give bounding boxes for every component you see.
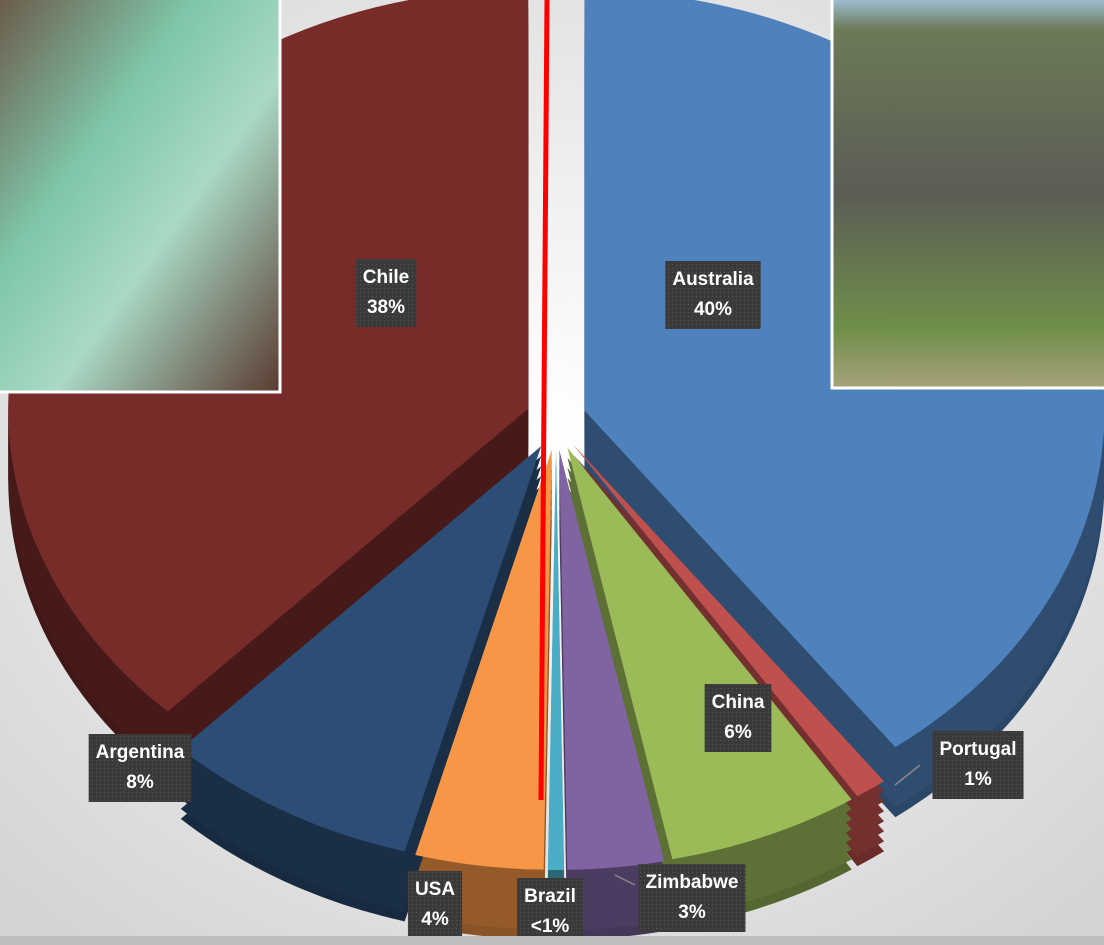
data-label: USA 4%: [407, 871, 463, 939]
label-box: [665, 261, 761, 329]
label-box: [638, 864, 746, 932]
leader-line: [894, 764, 921, 786]
slice: [180, 446, 542, 852]
label-box: [704, 684, 772, 752]
data-label: Chile 38%: [355, 259, 417, 327]
divider-line: [538, 0, 550, 801]
label-value: 8%: [126, 772, 154, 793]
label-box: [355, 259, 417, 327]
label-value: 6%: [724, 722, 752, 743]
slice: [547, 450, 565, 870]
slice: [415, 449, 552, 870]
label-value: 40%: [694, 299, 732, 320]
label-category: Australia: [672, 269, 754, 290]
slice: [559, 449, 665, 870]
label-value: 3%: [678, 902, 706, 923]
label-box: [88, 734, 192, 802]
label-value: 1%: [964, 769, 992, 790]
label-box: [517, 878, 583, 945]
data-label: Portugal 1%: [932, 731, 1024, 799]
labels: Australia 40% Portugal 1% China 6% Zimbabwe 3% B…: [88, 259, 1024, 945]
photo-salt-flats: [0, 0, 282, 394]
slice: [573, 444, 885, 797]
label-category: Chile: [363, 267, 409, 288]
label-value: <1%: [531, 916, 570, 937]
label-value: 38%: [367, 297, 405, 318]
label-value: 4%: [421, 909, 449, 930]
label-category: Zimbabwe: [646, 872, 739, 893]
data-label: China 6%: [704, 684, 772, 752]
label-category: Argentina: [96, 742, 185, 763]
footer-bar: [0, 936, 1104, 945]
data-label: Zimbabwe 3%: [638, 864, 746, 932]
label-box: [932, 731, 1024, 799]
label-category: Portugal: [939, 739, 1016, 760]
slice: [567, 447, 852, 860]
label-category: USA: [415, 879, 455, 900]
pie: [8, 0, 1104, 940]
data-label: Australia 40%: [665, 261, 761, 329]
leader-line: [614, 874, 636, 886]
data-label: Brazil <1%: [517, 878, 583, 945]
data-label: Argentina 8%: [88, 734, 192, 802]
label-category: China: [712, 692, 765, 713]
photo-mine: [830, 0, 1104, 390]
label-box: [407, 871, 463, 939]
label-category: Brazil: [524, 886, 576, 907]
